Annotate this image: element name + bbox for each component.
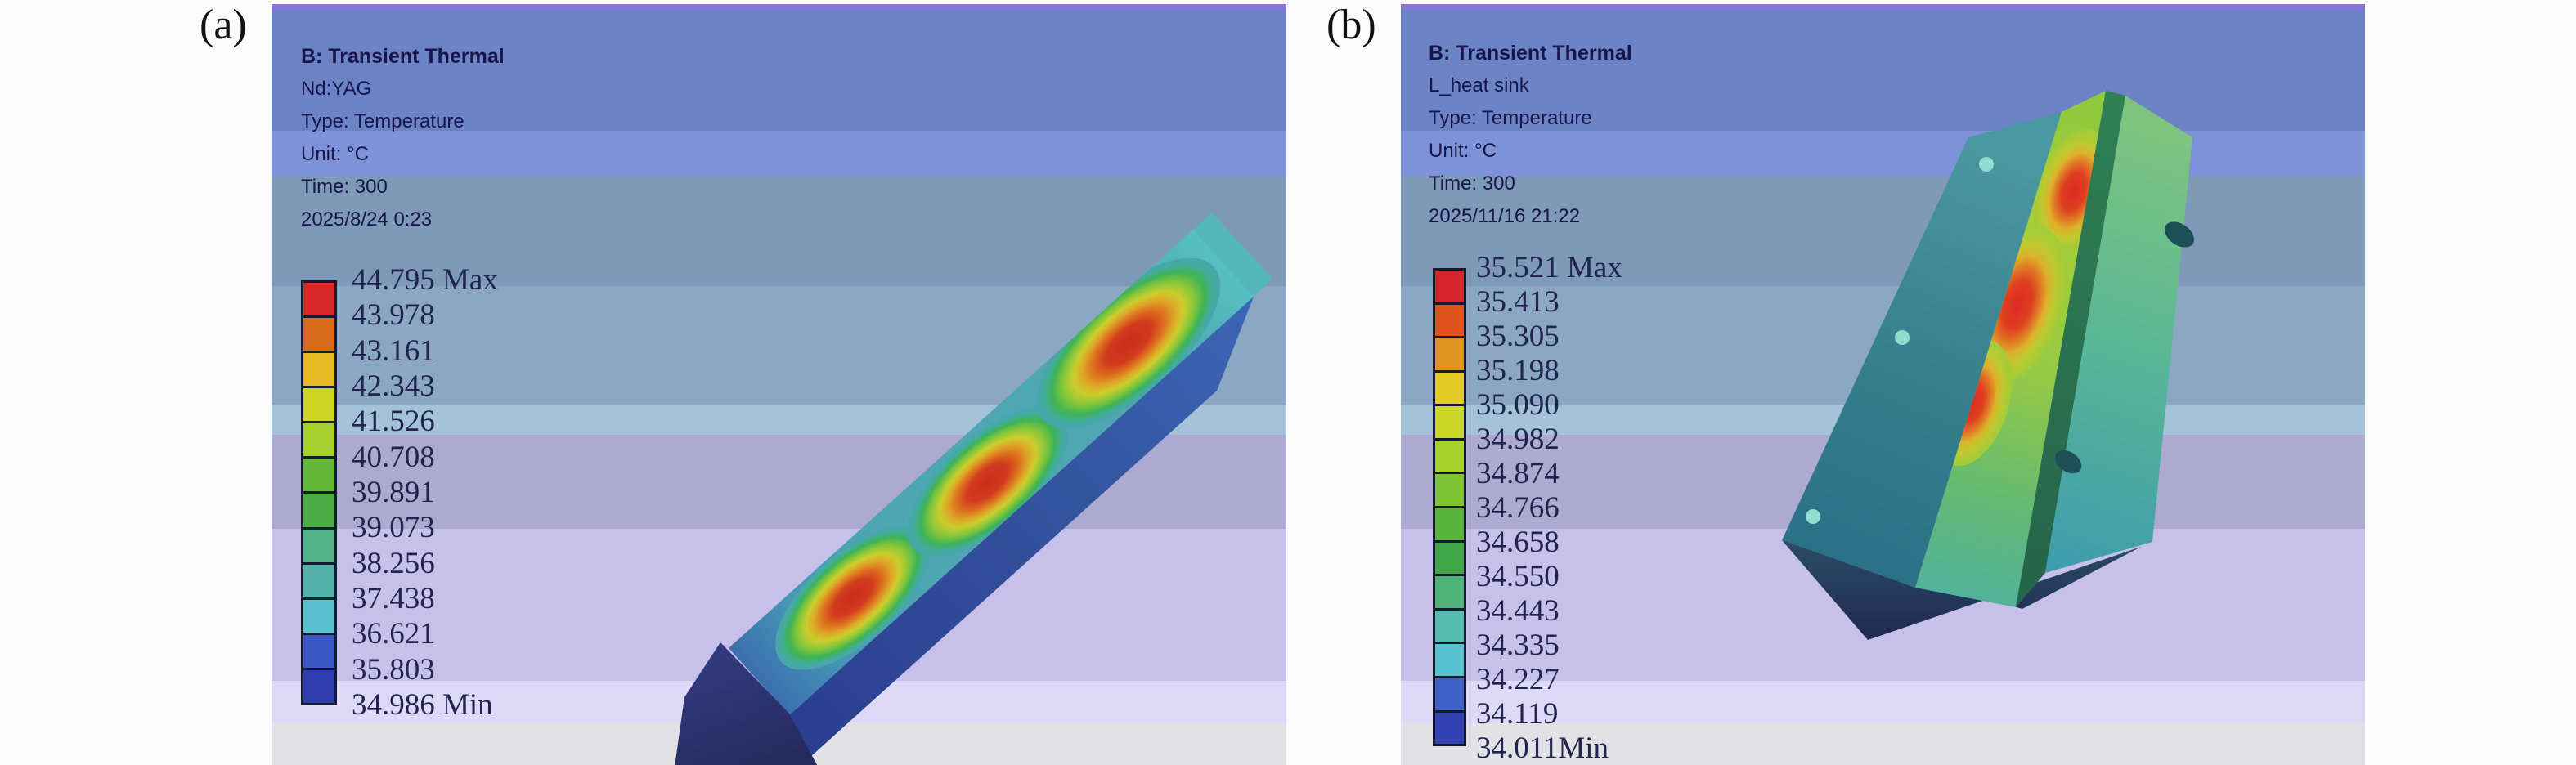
result-type: Type: Temperature: [301, 110, 464, 132]
legend-label: 38.256: [352, 546, 435, 580]
panel-a-label: (a): [200, 2, 247, 48]
legend-swatch: [1433, 539, 1466, 577]
analysis-title: B: Transient Thermal: [301, 45, 505, 68]
crystal-end-wedge: [675, 642, 818, 765]
heatsink-3d-view: [1782, 91, 2195, 640]
legend-label: 40.708: [352, 440, 435, 474]
legend-label: 43.978: [352, 298, 435, 333]
legend-swatch: [301, 597, 337, 635]
legend-swatch: [1433, 506, 1466, 543]
legend-swatch: [1433, 437, 1466, 475]
result-info-block: B: Transient Thermal Nd:YAG Type: Temper…: [301, 40, 505, 236]
legend-swatch: [301, 561, 337, 600]
pump-hotspot: [1036, 257, 1221, 429]
legend-swatch: [301, 315, 337, 354]
legend-label: 41.526: [352, 405, 435, 439]
legend-label: 34.335: [1476, 629, 1560, 662]
legend-label: 44.795 Max: [352, 263, 498, 297]
legend-label: 34.011Min: [1476, 731, 1609, 765]
legend-swatch: [1433, 369, 1466, 407]
legend-label: 34.119: [1476, 697, 1559, 731]
legend-label: 34.874: [1476, 457, 1560, 490]
legend-label: 43.161: [352, 333, 435, 368]
legend-colorbar: [301, 280, 337, 705]
timestamp: 2025/11/16 21:22: [1429, 205, 1581, 227]
legend-swatch: [1433, 268, 1466, 305]
legend-swatch: [1433, 574, 1466, 611]
legend-swatch: [301, 526, 337, 565]
crystal-side-face: [770, 297, 1254, 765]
legend-swatch: [301, 386, 337, 424]
legend-labels: 44.795 Max 43.978 43.161 42.343 41.526 4…: [352, 263, 498, 722]
legend-swatch: [1433, 472, 1466, 509]
object-name: Nd:YAG: [301, 78, 372, 100]
legend-label: 39.891: [352, 475, 435, 509]
legend-label: 34.986 Min: [352, 687, 493, 722]
result-info-block: B: Transient Thermal L_heat sink Type: T…: [1429, 37, 1632, 233]
panel-b-label: (b): [1326, 2, 1376, 48]
unit-label: Unit: °C: [301, 143, 369, 165]
result-type: Type: Temperature: [1429, 107, 1592, 129]
legend-label: 42.343: [352, 369, 435, 403]
legend-swatch: [301, 667, 337, 705]
panel-a-viewport: B: Transient Thermal Nd:YAG Type: Temper…: [272, 4, 1286, 765]
legend-labels: 35.521 Max 35.413 35.305 35.198 35.090 3…: [1476, 251, 1622, 765]
legend-swatch: [301, 632, 337, 670]
legend-label: 36.621: [352, 617, 435, 651]
pump-hotspot: [907, 407, 1069, 557]
legend-label: 34.443: [1476, 594, 1560, 628]
legend-swatch: [1433, 675, 1466, 713]
heatsink-base-wedge: [1782, 540, 2141, 640]
legend-label: 35.521 Max: [1476, 251, 1622, 284]
bolt-hole: [1806, 509, 1820, 524]
panel-b-viewport: B: Transient Thermal L_heat sink Type: T…: [1401, 4, 2365, 765]
bolt-hole: [1979, 157, 1994, 172]
legend-label: 34.227: [1476, 663, 1560, 696]
heatsink-left-face: [1782, 112, 2062, 588]
analysis-title: B: Transient Thermal: [1429, 42, 1632, 65]
crystal-3d-view: [675, 212, 1272, 765]
crystal-end-cap: [1193, 212, 1272, 297]
legend-swatch: [1433, 404, 1466, 441]
timestamp: 2025/8/24 0:23: [301, 208, 433, 230]
pump-hotspot: [775, 525, 931, 670]
mounting-hole: [2164, 221, 2195, 248]
legend-label: 35.090: [1476, 388, 1560, 422]
legend-swatch: [301, 456, 337, 494]
legend-label: 34.982: [1476, 423, 1560, 456]
legend-label: 35.305: [1476, 320, 1560, 353]
legend-label: 34.658: [1476, 526, 1560, 559]
unit-label: Unit: °C: [1429, 140, 1497, 162]
legend-swatch: [1433, 336, 1466, 373]
legend-swatch: [1433, 607, 1466, 645]
legend-colorbar: [1433, 268, 1466, 747]
bolt-hole: [1895, 330, 1910, 345]
mounting-hole: [2054, 450, 2082, 474]
legend-label: 35.413: [1476, 285, 1560, 319]
legend-swatch: [1433, 709, 1466, 747]
legend-label: 34.550: [1476, 560, 1560, 593]
legend-swatch: [1433, 642, 1466, 678]
legend-label: 35.803: [352, 652, 435, 687]
legend-swatch: [301, 351, 337, 389]
heatsink-ridge: [2016, 91, 2125, 607]
time-label: Time: 300: [1429, 172, 1515, 195]
heatsink-right-face: [2045, 96, 2192, 573]
legend-swatch: [301, 421, 337, 459]
legend-label: 34.766: [1476, 491, 1560, 525]
legend-label: 35.198: [1476, 354, 1560, 387]
legend-swatch: [301, 491, 337, 530]
time-label: Time: 300: [301, 176, 388, 198]
legend-label: 37.438: [352, 581, 435, 615]
legend-swatch: [301, 280, 337, 319]
legend-swatch: [1433, 302, 1466, 339]
object-name: L_heat sink: [1429, 74, 1529, 96]
legend-label: 39.073: [352, 511, 435, 545]
